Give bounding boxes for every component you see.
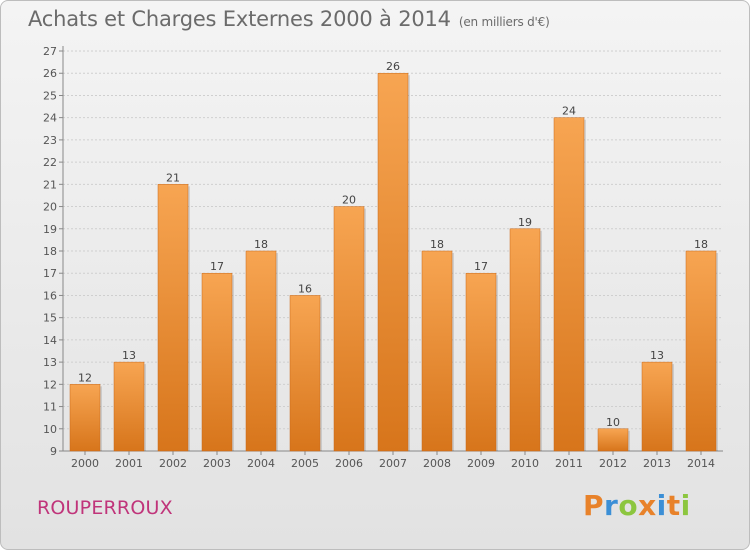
bar-2012: [597, 428, 629, 452]
y-tick-label: 21: [43, 178, 57, 191]
y-tick-label: 15: [43, 312, 57, 325]
bar-2004: [245, 250, 277, 452]
title-text: Achats et Charges Externes 2000 à 2014: [28, 7, 451, 31]
chart-title: Achats et Charges Externes 2000 à 2014 (e…: [28, 7, 550, 31]
bar-value-label: 13: [122, 349, 136, 362]
y-tick-label: 13: [43, 356, 57, 369]
x-tick-label: 2011: [555, 457, 583, 470]
logo-letter: x: [638, 489, 657, 522]
x-tick-label: 2004: [247, 457, 275, 470]
x-tick-label: 2001: [115, 457, 143, 470]
bar-2007: [377, 72, 409, 452]
x-tick-label: 2009: [467, 457, 495, 470]
commune-name: ROUPERROUX: [37, 497, 173, 519]
logo-letter: i: [680, 489, 691, 522]
logo-letter: o: [618, 489, 639, 522]
y-tick-label: 12: [43, 378, 57, 391]
bar-value-label: 18: [694, 238, 708, 251]
bar-value-label: 19: [518, 216, 532, 229]
unit-label: (en milliers d'€): [458, 15, 550, 29]
bar-2002: [157, 184, 189, 452]
y-tick-label: 16: [43, 289, 57, 302]
bar-value-label: 21: [166, 171, 180, 184]
bar-value-label: 18: [254, 238, 268, 251]
y-tick-label: 10: [43, 423, 57, 436]
bar-value-label: 13: [650, 349, 664, 362]
x-tick-label: 2002: [159, 457, 187, 470]
y-tick-label: 17: [43, 267, 57, 280]
axes: 9 10 11 12 13 14 15 16 17 18 19 20 21 22 23 24 25 26 27: [43, 45, 723, 458]
y-tick-label: 18: [43, 245, 57, 258]
x-tick-label: 2014: [687, 457, 715, 470]
y-tick-label: 9: [50, 445, 57, 458]
bar-2006: [333, 206, 365, 452]
y-tick-label: 20: [43, 201, 57, 214]
labels: 12 2000 13 2001 21 2002 17 2003 18 2004 16 2005 20 20…: [71, 60, 715, 470]
bar-2013: [641, 361, 673, 452]
logo-letter: i: [656, 489, 667, 522]
bar-2005: [289, 295, 321, 452]
logo-letter: P: [583, 489, 605, 522]
y-tick-label: 24: [43, 112, 57, 125]
bar-2000: [69, 384, 101, 452]
y-tick-label: 25: [43, 89, 57, 102]
bar-value-label: 20: [342, 194, 356, 207]
y-tick-label: 26: [43, 67, 57, 80]
x-tick-label: 2003: [203, 457, 231, 470]
x-tick-label: 2013: [643, 457, 671, 470]
y-tick-label: 23: [43, 134, 57, 147]
bar-value-label: 26: [386, 60, 400, 73]
bars: [69, 72, 718, 452]
proxiti-logo[interactable]: Proxiti: [583, 489, 691, 522]
x-tick-label: 2005: [291, 457, 319, 470]
bar-value-label: 16: [298, 282, 312, 295]
bar-2001: [113, 361, 145, 452]
y-tick-label: 22: [43, 156, 57, 169]
x-tick-label: 2000: [71, 457, 99, 470]
logo-letter: r: [604, 489, 619, 522]
bar-value-label: 18: [430, 238, 444, 251]
bar-2010: [509, 228, 541, 452]
bar-value-label: 10: [606, 416, 620, 429]
bar-2003: [201, 272, 233, 452]
x-tick-label: 2008: [423, 457, 451, 470]
y-tick-label: 14: [43, 334, 57, 347]
bar-2011: [553, 117, 585, 452]
logo-letter: t: [666, 489, 681, 522]
bar-value-label: 24: [562, 105, 576, 118]
bar-value-label: 12: [78, 371, 92, 384]
y-tick-label: 19: [43, 223, 57, 236]
bar-value-label: 17: [474, 260, 488, 273]
bar-2014: [685, 250, 717, 452]
y-tick-label: 27: [43, 45, 57, 58]
x-tick-label: 2007: [379, 457, 407, 470]
bar-value-label: 17: [210, 260, 224, 273]
bar-2009: [465, 272, 497, 452]
x-tick-label: 2012: [599, 457, 627, 470]
x-tick-label: 2010: [511, 457, 539, 470]
y-tick-label: 11: [43, 401, 57, 414]
x-tick-label: 2006: [335, 457, 363, 470]
bar-2008: [421, 250, 453, 452]
